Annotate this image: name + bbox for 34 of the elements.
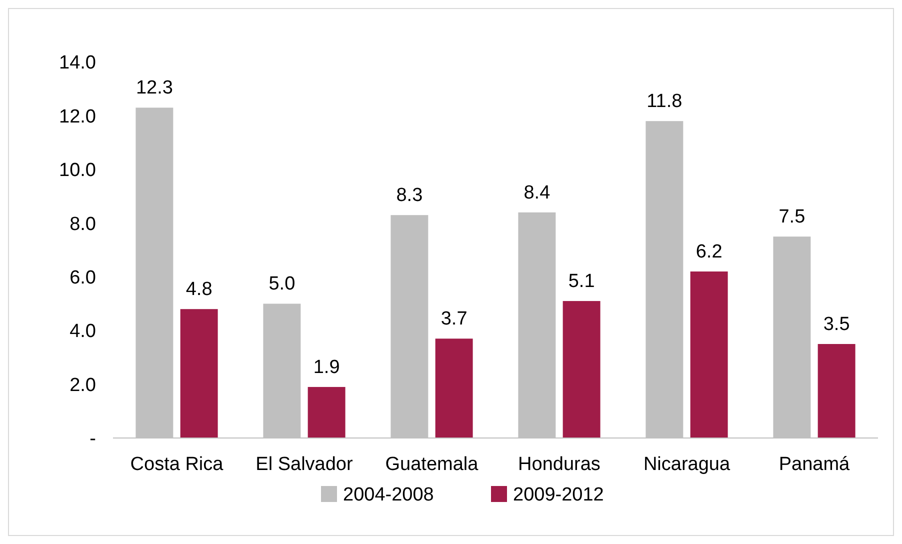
y-tick-label: 14.0 (59, 52, 96, 74)
data-label: 8.4 (524, 182, 551, 204)
legend-label: 2009-2012 (513, 484, 604, 506)
data-label: 12.3 (136, 78, 173, 99)
data-label: 1.9 (313, 356, 340, 378)
y-tick-label: 2.0 (70, 374, 96, 396)
data-label: 6.2 (696, 241, 722, 262)
x-tick-label: El Salvador (256, 454, 354, 475)
legend-label: 2004-2008 (343, 484, 434, 506)
y-tick-label: 6.0 (70, 268, 96, 289)
x-tick-label: Honduras (518, 454, 600, 475)
bar (435, 338, 473, 438)
x-tick-label: Guatemala (385, 454, 479, 475)
data-label: 11.8 (646, 91, 682, 112)
data-label: 7.5 (778, 206, 806, 228)
y-tick-label: 4.0 (70, 321, 96, 342)
x-tick-label: Panamá (778, 454, 850, 475)
y-tick-label: 8.0 (70, 214, 96, 235)
data-label: 8.3 (396, 185, 423, 206)
data-label: 5.1 (568, 271, 595, 292)
data-label: 4.8 (186, 279, 212, 300)
x-tick-label: Nicaragua (643, 454, 730, 475)
bar (818, 344, 856, 438)
bar (308, 386, 346, 438)
bar (690, 271, 728, 438)
bar (180, 309, 218, 438)
x-tick-label: Costa Rica (130, 454, 224, 475)
y-tick-label: - (90, 428, 96, 450)
data-label: 3.7 (440, 308, 468, 330)
y-tick-label: 10.0 (59, 160, 96, 182)
y-tick-label: 12.0 (59, 106, 96, 128)
bar (562, 301, 600, 438)
data-label: 5.0 (268, 274, 296, 295)
data-label: 3.5 (823, 314, 850, 335)
